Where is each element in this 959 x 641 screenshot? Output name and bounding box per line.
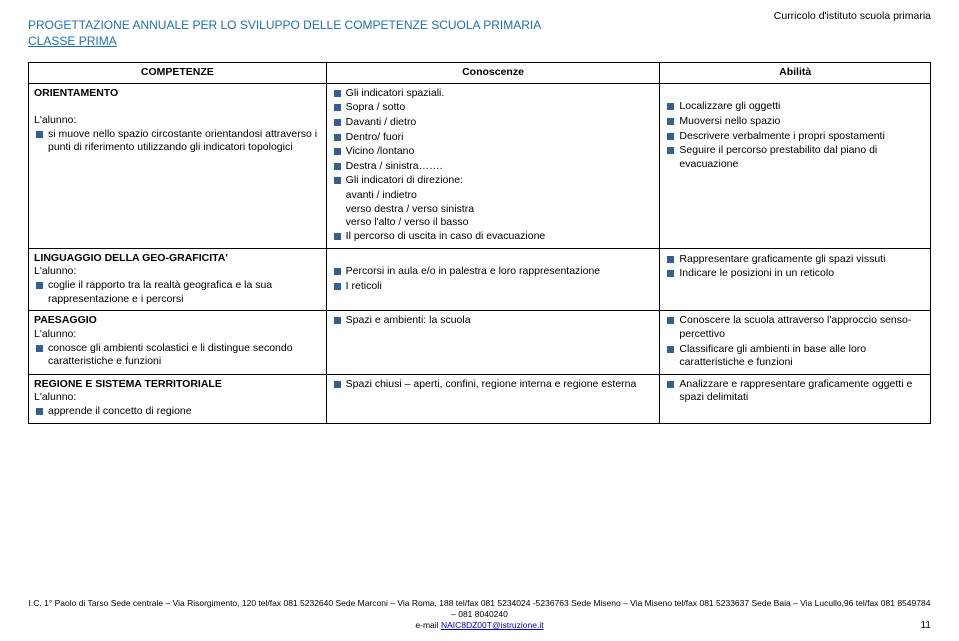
list-item: Descrivere verbalmente i propri spostame… xyxy=(665,130,925,144)
bullet-list: Localizzare gli oggetti Muoversi nello s… xyxy=(665,100,925,171)
table-row: LINGUAGGIO DELLA GEO-GRAFICITA' L'alunno… xyxy=(29,248,931,311)
plain-line: avanti / indietro xyxy=(332,189,655,203)
header-right: Curricolo d'istituto scuola primaria xyxy=(774,10,931,22)
list-item: Dentro/ fuori xyxy=(332,131,655,145)
bullet-list: Spazi e ambienti: la scuola xyxy=(332,314,655,328)
bullet-list: Spazi chiusi – aperti, confini, regione … xyxy=(332,378,655,392)
bullet-list: Analizzare e rappresentare graficamente … xyxy=(665,378,925,405)
list-item: Gli indicatori spaziali. xyxy=(332,87,655,101)
footer-email-prefix: e-mail xyxy=(415,620,441,630)
list-item: coglie il rapporto tra la realtà geograf… xyxy=(34,279,321,306)
list-item: Davanti / dietro xyxy=(332,116,655,130)
list-item: Localizzare gli oggetti xyxy=(665,100,925,114)
list-item: Il percorso di uscita in caso di evacuaz… xyxy=(332,230,655,244)
list-item: conosce gli ambienti scolastici e li dis… xyxy=(34,342,321,369)
bullet-list: Percorsi in aula e/o in palestra e loro … xyxy=(332,265,655,293)
list-item: Indicare le posizioni in un reticolo xyxy=(665,267,925,281)
page-footer: I.C. 1° Paolo di Tarso Sede centrale – V… xyxy=(28,598,931,631)
alunno-label: L'alunno: xyxy=(34,114,321,128)
footer-email-link[interactable]: NAIC8DZ00T@istruzione.it xyxy=(441,620,544,630)
list-item: Sopra / sotto xyxy=(332,101,655,115)
competence-table: COMPETENZE Conoscenze Abilità ORIENTAMEN… xyxy=(28,62,931,424)
section-orientamento: ORIENTAMENTO xyxy=(34,87,321,101)
list-item: Seguire il percorso prestabilito dal pia… xyxy=(665,144,925,171)
section-paesaggio: PAESAGGIO xyxy=(34,314,321,328)
bullet-list: coglie il rapporto tra la realtà geograf… xyxy=(34,279,321,306)
bullet-list: Conoscere la scuola attraverso l'approcc… xyxy=(665,314,925,370)
table-row: REGIONE E SISTEMA TERRITORIALE L'alunno:… xyxy=(29,374,931,423)
list-item: apprende il concetto di regione xyxy=(34,405,321,419)
bullet-list: conosce gli ambienti scolastici e li dis… xyxy=(34,342,321,369)
list-item: Spazi chiusi – aperti, confini, regione … xyxy=(332,378,655,392)
bullet-list: Rappresentare graficamente gli spazi vis… xyxy=(665,253,925,281)
bullet-list: Gli indicatori spaziali. Sopra / sotto D… xyxy=(332,87,655,188)
col-header-abilita: Abilità xyxy=(660,63,931,84)
col-header-conoscenze: Conoscenze xyxy=(326,63,660,84)
list-item: Percorsi in aula e/o in palestra e loro … xyxy=(332,265,655,279)
table-row: ORIENTAMENTO L'alunno: si muove nello sp… xyxy=(29,83,931,248)
alunno-label: L'alunno: xyxy=(34,391,321,405)
footer-address: I.C. 1° Paolo di Tarso Sede centrale – V… xyxy=(29,598,931,619)
section-linguaggio: LINGUAGGIO DELLA GEO-GRAFICITA' xyxy=(34,252,321,266)
list-item: Spazi e ambienti: la scuola xyxy=(332,314,655,328)
table-row: PAESAGGIO L'alunno: conosce gli ambienti… xyxy=(29,311,931,375)
plain-line: verso l'alto / verso il basso xyxy=(332,216,655,230)
list-item: Rappresentare graficamente gli spazi vis… xyxy=(665,253,925,267)
list-item: si muove nello spazio circostante orient… xyxy=(34,128,321,155)
bullet-list: Il percorso di uscita in caso di evacuaz… xyxy=(332,230,655,244)
alunno-label: L'alunno: xyxy=(34,265,321,279)
alunno-label: L'alunno: xyxy=(34,328,321,342)
page-number: 11 xyxy=(921,620,931,631)
plain-line: verso destra / verso sinistra xyxy=(332,203,655,217)
list-item: Destra / sinistra……. xyxy=(332,160,655,174)
list-item: Muoversi nello spazio xyxy=(665,115,925,129)
bullet-list: si muove nello spazio circostante orient… xyxy=(34,128,321,155)
table-header-row: COMPETENZE Conoscenze Abilità xyxy=(29,63,931,84)
list-item: Gli indicatori di direzione: xyxy=(332,174,655,188)
list-item: Analizzare e rappresentare graficamente … xyxy=(665,378,925,405)
col-header-competenze: COMPETENZE xyxy=(29,63,327,84)
list-item: Conoscere la scuola attraverso l'approcc… xyxy=(665,314,925,341)
bullet-list: apprende il concetto di regione xyxy=(34,405,321,419)
section-regione: REGIONE E SISTEMA TERRITORIALE xyxy=(34,378,321,392)
list-item: Vicino /lontano xyxy=(332,145,655,159)
list-item: Classificare gli ambienti in base alle l… xyxy=(665,343,925,370)
doc-subtitle: CLASSE PRIMA xyxy=(28,34,931,48)
list-item: I reticoli xyxy=(332,280,655,294)
